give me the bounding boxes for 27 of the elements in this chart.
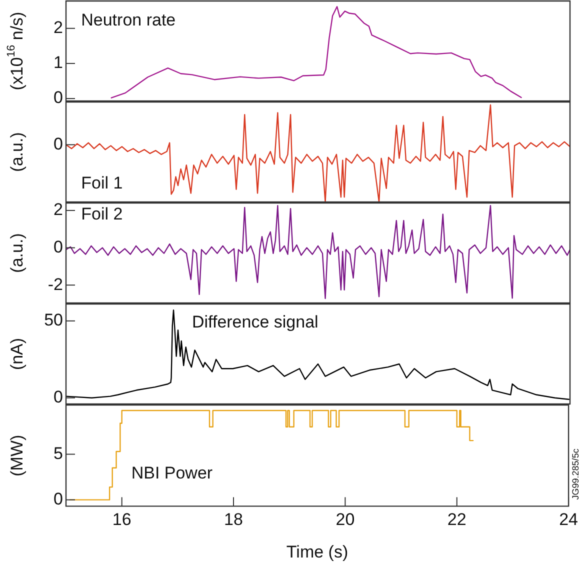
- x-tick-label: 16: [112, 510, 132, 530]
- y-axis-title: (nA): [8, 338, 27, 370]
- series-label: Foil 1: [81, 174, 123, 193]
- y-axis-title: (a.u.): [8, 132, 27, 172]
- y-tick-label: 2: [54, 18, 63, 38]
- y-tick-label: -2: [48, 274, 63, 294]
- x-axis-title: Time (s): [286, 542, 348, 562]
- y-tick-label: 0: [54, 237, 63, 256]
- series-label: Difference signal: [192, 312, 318, 332]
- x-tick-label: 18: [224, 510, 243, 530]
- y-axis-title: (a.u.): [8, 233, 27, 273]
- x-tick-label: 20: [336, 510, 355, 530]
- x-tick-label: 22: [447, 510, 466, 530]
- y-tick-label: 0: [54, 88, 63, 108]
- y-tick-label: 1: [54, 53, 63, 72]
- y-tick-label: 5: [54, 444, 63, 463]
- y-tick-label: 0: [54, 388, 63, 407]
- text: Neutron rate: [81, 10, 176, 30]
- series-label: NBI Power: [131, 464, 213, 483]
- y-axis-title: (MW): [8, 434, 27, 476]
- y-axis-title: (x1016 n/s): [5, 12, 27, 90]
- text: JG99.285/5c: [570, 448, 580, 500]
- series-label: Foil 2: [81, 204, 123, 224]
- y-tick-label: 50: [44, 310, 63, 330]
- x-tick-label: 24: [559, 510, 578, 530]
- y-tick-label: 0: [54, 490, 63, 509]
- y-tick-label: 2: [54, 200, 63, 220]
